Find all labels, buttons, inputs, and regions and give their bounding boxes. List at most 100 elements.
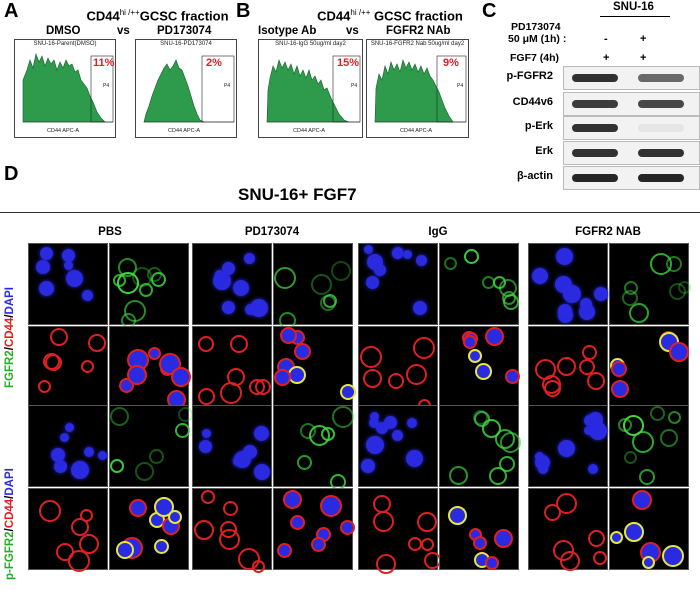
flow-plot-title: SNU-16-PD173074 [160, 41, 212, 47]
cell-blob [40, 247, 53, 260]
blot-band [572, 74, 618, 82]
microscopy-image [28, 243, 108, 325]
cell-blob [593, 551, 607, 565]
cell-blob [421, 538, 434, 551]
panel-b-title: CD44hi /++ GCSC fraction [317, 8, 463, 24]
cell-blob [220, 382, 242, 404]
microscopy-image [609, 488, 689, 570]
cell-blob [290, 515, 305, 530]
percent-label: 9% [443, 57, 459, 69]
cell-blob [66, 270, 83, 287]
cell-blob [376, 554, 396, 574]
cell-blob [233, 280, 249, 296]
blot-band [572, 100, 618, 108]
cell-blob [340, 384, 356, 400]
cell-blob [579, 359, 595, 375]
microscopy-image [358, 243, 438, 325]
panel-a-cond1: DMSO [46, 25, 81, 37]
cell-blob [62, 249, 75, 262]
microscopy-image [358, 405, 438, 487]
cell-blob [294, 343, 311, 360]
treatment2-label: FGF7 (4h) [510, 52, 559, 64]
cell-blob [482, 419, 501, 438]
blot-label: β-actin [516, 170, 553, 182]
cell-blob [43, 353, 60, 370]
microscopy-image [109, 405, 193, 487]
cell-blob [39, 281, 54, 296]
cell-blob [582, 345, 597, 360]
microscopy-image [28, 405, 108, 487]
cell-blob [311, 537, 326, 552]
cell-blob [587, 372, 605, 390]
histogram-b1 [266, 55, 361, 123]
cell-blob [388, 373, 404, 389]
cell-blob [588, 464, 598, 474]
cell-blob [662, 545, 684, 567]
microscopy-image [192, 243, 272, 325]
microscopy-image [192, 488, 272, 573]
cell-blob [175, 423, 190, 438]
row-label-p-fgfr2: p-FGFR2/CD44/DAPI [4, 468, 16, 580]
blot-band [638, 100, 684, 108]
microscopy-image [28, 488, 108, 572]
panel-b-cond1: Isotype Ab [258, 25, 317, 37]
cell-blob [280, 327, 297, 344]
cell-blob [444, 257, 457, 270]
cell-blob [556, 493, 577, 514]
blot-label: Erk [535, 145, 553, 157]
microscopy-image [609, 326, 689, 408]
flow-plot-title: SNU-16-Parent(DMSO) [33, 41, 97, 47]
microscopy-image [28, 326, 108, 408]
cell-blob [464, 249, 479, 264]
cell-blob [252, 560, 265, 573]
column-header-pbs: PBS [98, 226, 122, 238]
microscopy-image [109, 488, 189, 570]
cell-blob [215, 270, 224, 279]
blot-label: p-Erk [524, 120, 553, 132]
cell-blob [558, 440, 575, 457]
cell-blob [360, 346, 382, 368]
cell-blob [244, 253, 255, 264]
cell-blob [373, 511, 394, 532]
x-axis-label: CD44 APC-A [168, 128, 201, 134]
cell-blob [376, 422, 388, 434]
cell-blob [366, 276, 379, 289]
cell-blob [110, 407, 129, 426]
microscopy-image [273, 326, 356, 408]
panel-a-vs: vs [117, 25, 130, 37]
cell-blob [151, 272, 166, 287]
microscopy-image [439, 243, 519, 325]
microscopy-image [609, 405, 689, 487]
gate-label: P4 [103, 83, 110, 89]
cell-blob [238, 548, 260, 570]
cell-line-label: SNU-16 [613, 1, 654, 13]
cell-blob [297, 455, 312, 470]
cell-blob [36, 260, 50, 274]
cell-blob [71, 518, 89, 536]
row-label-fgfr2: FGFR2/CD44/DAPI [4, 287, 16, 388]
cell-blob [588, 530, 605, 547]
microscopy-image [609, 243, 691, 325]
cell-blob [584, 426, 593, 435]
cell-blob [366, 436, 384, 454]
cell-blob [473, 410, 488, 425]
cell-blob [250, 299, 268, 317]
blot-band [572, 174, 618, 182]
microscopy-image [528, 243, 608, 325]
cell-blob [323, 294, 337, 308]
blot-band [638, 124, 684, 132]
cell-blob [124, 300, 146, 322]
blot-row [563, 66, 700, 90]
cell-blob [468, 349, 482, 363]
cell-blob [148, 347, 161, 360]
cell-blob [495, 429, 515, 449]
cell-blob [198, 388, 215, 405]
cell-blob [485, 327, 504, 346]
cell-blob [473, 536, 487, 550]
cell-blob [669, 283, 686, 300]
cell-blob [485, 556, 499, 570]
microscopy-image [273, 405, 354, 490]
cell-line-underline [600, 16, 670, 17]
microscopy-image [439, 405, 521, 487]
cell-blob [406, 450, 423, 467]
